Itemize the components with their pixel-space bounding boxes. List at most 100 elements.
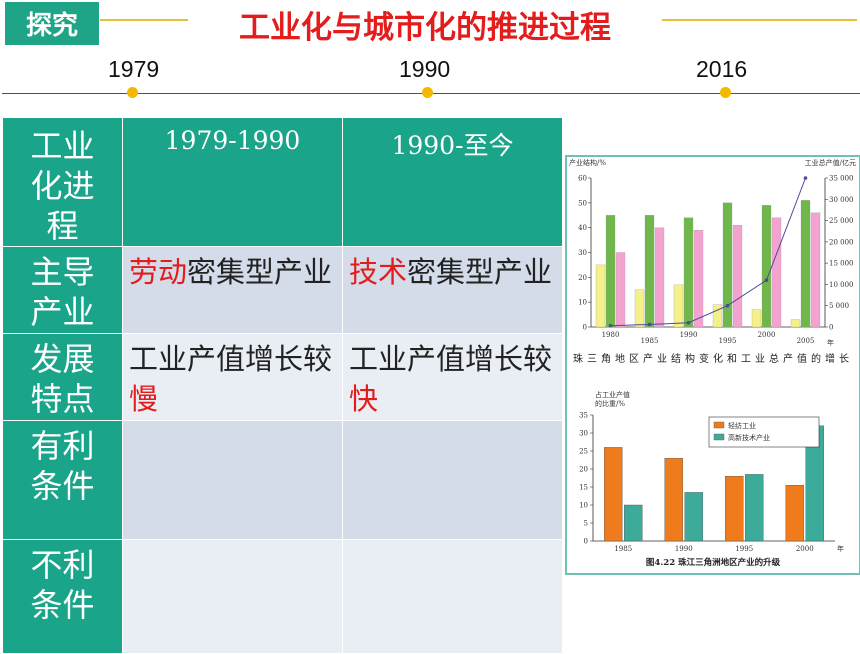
y2-tick-label: 25 000 xyxy=(829,217,854,225)
cell-advantages-1990[interactable] xyxy=(342,420,563,540)
cell-features-1979: 工业产值增长较慢 xyxy=(122,333,343,421)
bar xyxy=(761,205,772,328)
bar xyxy=(732,225,743,328)
header-row-label: 工业化进程 xyxy=(2,117,123,247)
bar xyxy=(604,447,623,542)
bar xyxy=(654,227,665,328)
highlight-text: 快 xyxy=(349,382,379,416)
line-point xyxy=(686,320,691,325)
header-period-1: 1979-1990 xyxy=(122,117,343,247)
row-label-features: 发展特点 xyxy=(2,333,123,421)
y-axis-label: 产业结构/% xyxy=(569,158,606,167)
bar xyxy=(745,474,764,542)
bar xyxy=(751,309,762,328)
divider-left xyxy=(100,19,188,21)
legend-swatch xyxy=(713,433,725,441)
bar xyxy=(693,230,704,328)
y-axis-label: 的比重/% xyxy=(595,399,625,408)
line-series xyxy=(610,177,806,327)
line-point xyxy=(608,323,613,328)
row-label-advantages: 有利条件 xyxy=(2,420,123,540)
x-tick-label: 1985 xyxy=(614,545,632,553)
y-tick-label: 0 xyxy=(584,538,588,546)
y2-tick-label: 35 000 xyxy=(829,175,854,183)
cell-disadvantages-1990[interactable] xyxy=(342,539,563,654)
timeline-year-2016: 2016 xyxy=(696,56,748,82)
y-tick-label: 0 xyxy=(583,324,587,332)
process-table: 工业化进程 1979-1990 1990-至今 主导产业 劳动密集型产业 技术密… xyxy=(2,117,563,654)
bar xyxy=(605,215,616,328)
row-label-disadvantages: 不利条件 xyxy=(2,539,123,654)
timeline-dot-1990 xyxy=(422,87,433,98)
bar xyxy=(725,475,744,542)
header-period-2: 1990-至今 xyxy=(342,117,563,247)
timeline-year-1990: 1990 xyxy=(399,56,451,82)
y-tick-label: 20 xyxy=(579,466,588,474)
x-tick-label: 1990 xyxy=(675,545,693,553)
bar xyxy=(722,202,733,328)
y-tick-label: 35 xyxy=(579,412,588,420)
line-point xyxy=(764,278,769,282)
cell-industry-1990: 技术密集型产业 xyxy=(342,246,563,334)
line-point xyxy=(647,322,652,327)
bar xyxy=(644,215,655,328)
y2-tick-label: 5 000 xyxy=(829,302,849,310)
x-tick-label: 2000 xyxy=(796,545,814,553)
bar xyxy=(624,504,643,542)
cell-text: 工业产值增长较 xyxy=(129,342,333,376)
structure-chart: 产业结构/% 工业总产值/亿元 0 10 20 30 40 50 60 0 5 000 10 000 1… xyxy=(569,158,856,365)
bar xyxy=(810,212,821,328)
x-axis-unit: 年 xyxy=(827,338,834,347)
bar xyxy=(634,289,645,328)
x-tick-label: 1995 xyxy=(735,545,753,553)
bar xyxy=(595,264,606,328)
y-tick-label: 60 xyxy=(578,175,587,183)
chart-title: 珠三角地区产业结构变化和工业总产值的增长 xyxy=(573,352,853,365)
highlight-text: 技术 xyxy=(349,255,408,289)
cell-advantages-1979[interactable] xyxy=(122,420,343,540)
cell-industry-1979: 劳动密集型产业 xyxy=(122,246,343,334)
y-tick-label: 40 xyxy=(578,224,587,232)
figure-panel: 产业结构/% 工业总产值/亿元 0 10 20 30 40 50 60 0 5 000 10 000 1… xyxy=(565,155,860,575)
page-title: 工业化与城市化的推进过程 xyxy=(239,9,611,46)
y2-tick-label: 0 xyxy=(829,324,833,332)
legend-label: 轻纺工业 xyxy=(728,421,756,430)
y2-tick-label: 10 000 xyxy=(829,281,854,289)
y2-tick-label: 30 000 xyxy=(829,196,854,204)
x-tick-label: 2005 xyxy=(797,337,815,345)
y-axis-label: 占工业产值 xyxy=(595,390,630,399)
y-tick-label: 15 xyxy=(579,484,588,492)
highlight-text: 劳动 xyxy=(129,255,188,289)
y-tick-label: 20 xyxy=(578,274,587,282)
legend-swatch xyxy=(713,421,725,429)
bar xyxy=(684,492,703,542)
line-point xyxy=(803,176,808,180)
bar xyxy=(683,217,694,328)
timeline-dot-1979 xyxy=(127,87,138,98)
bar xyxy=(785,484,804,542)
y2-axis-label: 工业总产值/亿元 xyxy=(805,158,856,167)
bar xyxy=(771,217,782,328)
y-tick-label: 30 xyxy=(579,430,588,438)
cell-disadvantages-1979[interactable] xyxy=(122,539,343,654)
y-tick-label: 30 xyxy=(578,249,587,257)
y2-tick-label: 20 000 xyxy=(829,238,854,246)
row-label-industry: 主导产业 xyxy=(2,246,123,334)
line-point xyxy=(725,303,730,308)
x-axis-unit: 年 xyxy=(837,544,844,553)
bar xyxy=(615,252,626,328)
y-tick-label: 25 xyxy=(579,448,588,456)
legend-label: 高新技术产业 xyxy=(728,433,770,442)
timeline-dot-2016 xyxy=(720,87,731,98)
x-tick-label: 1980 xyxy=(602,331,620,339)
x-tick-label: 1985 xyxy=(641,337,659,345)
cell-features-1990: 工业产值增长较快 xyxy=(342,333,563,421)
cell-text: 密集型产业 xyxy=(187,255,333,289)
cell-text: 密集型产业 xyxy=(407,255,553,289)
bar xyxy=(800,200,811,328)
bar xyxy=(790,319,801,328)
chart-title: 图4.22 珠江三角洲地区产业的升级 xyxy=(646,557,781,568)
y-tick-label: 10 xyxy=(579,502,588,510)
y-tick-label: 10 xyxy=(578,299,587,307)
